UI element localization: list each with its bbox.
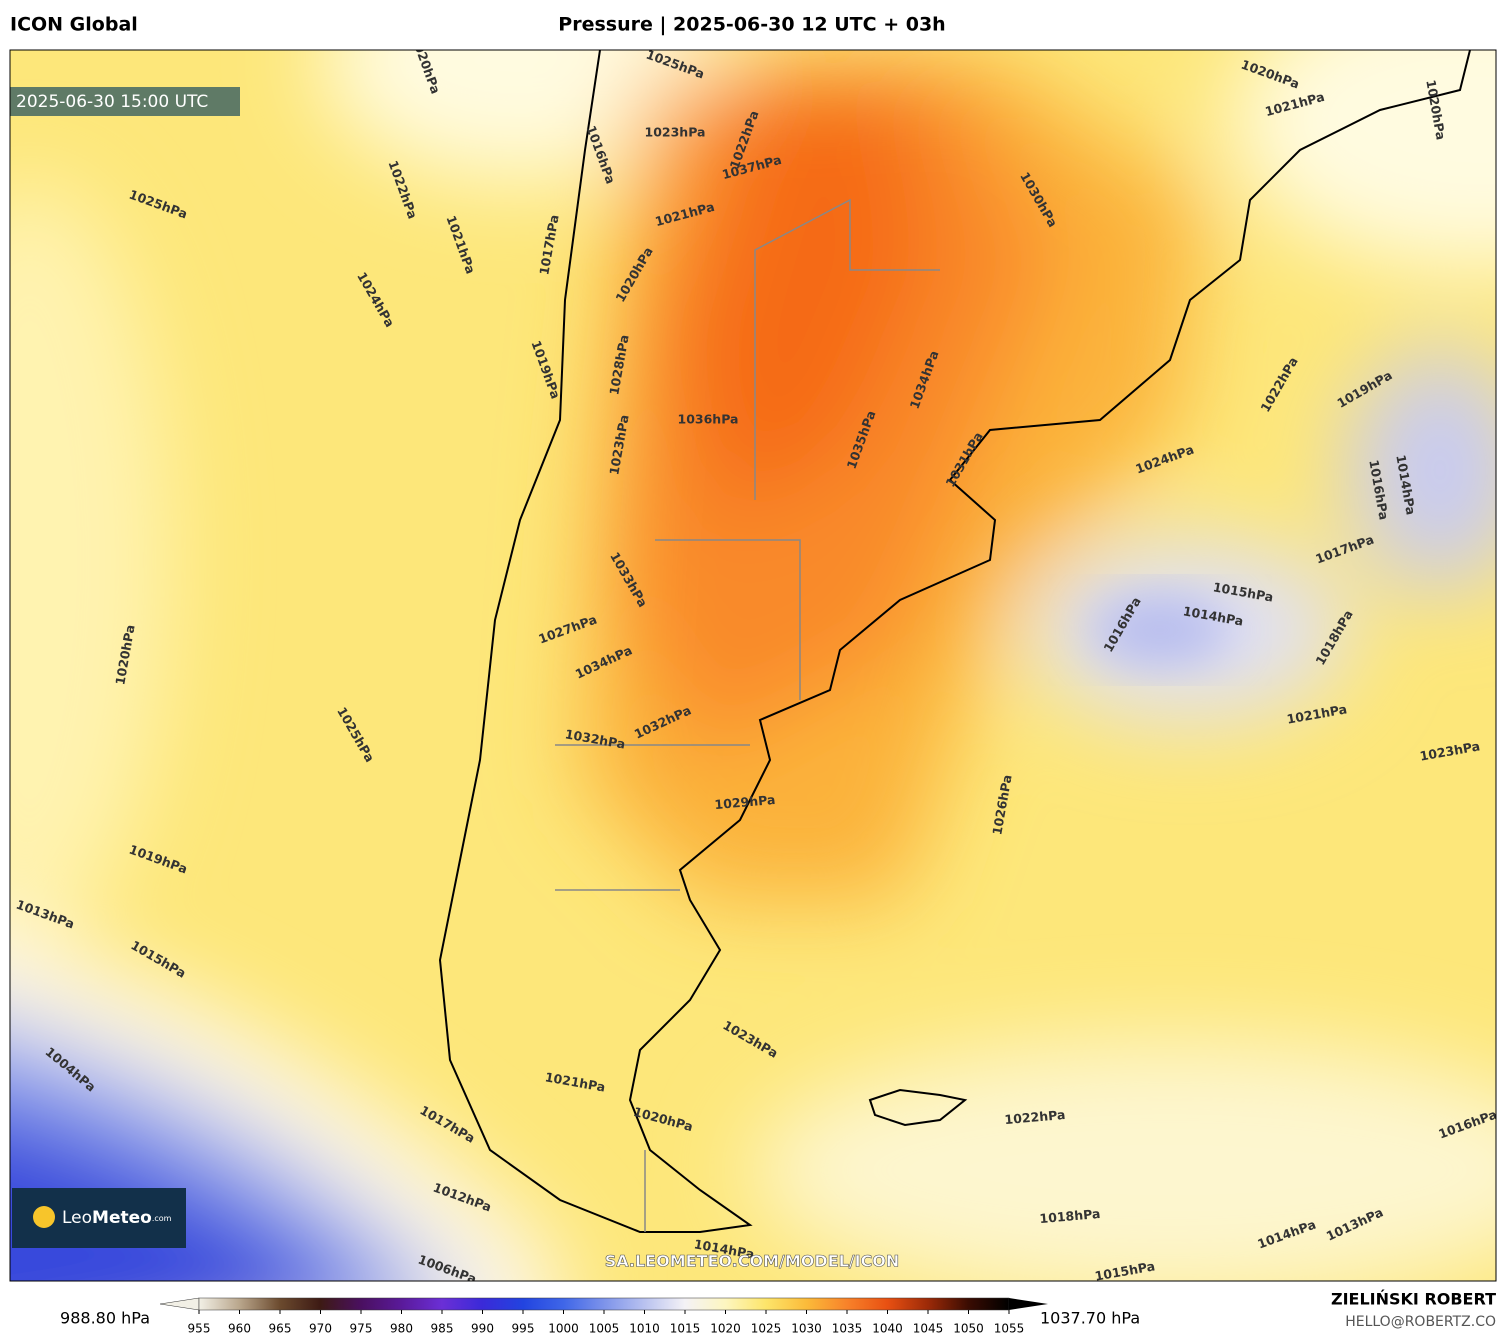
colorbar-tick-label: 1045 — [913, 1322, 944, 1336]
map-frame — [9, 49, 1497, 1282]
colorbar-tick-label: 1015 — [670, 1322, 701, 1336]
colorbar-low-extend — [159, 1297, 200, 1311]
falkland-islands — [868, 1088, 968, 1127]
colorbar-tick-label: 960 — [228, 1322, 251, 1336]
colorbar-tick-label: 955 — [188, 1322, 211, 1336]
colorbar-tick-label: 1055 — [994, 1322, 1025, 1336]
colorbar-tick-label: 1040 — [872, 1322, 903, 1336]
colorbar-ramp — [198, 1297, 1010, 1311]
colorbar-tick-label: 1000 — [548, 1322, 579, 1336]
colorbar: 955 960 965 970 975 980 985 990 995 1000 1005 1010 1… — [159, 1297, 1048, 1336]
colorbar-tick-label: 1035 — [832, 1322, 863, 1336]
colorbar-tick-label: 1020 — [710, 1322, 741, 1336]
colorbar-tick-label: 1005 — [589, 1322, 620, 1336]
logo-sun — [33, 1206, 55, 1228]
colorbar-tick-label: 970 — [309, 1322, 332, 1336]
colorbar-tick-label: 1050 — [953, 1322, 984, 1336]
title: Pressure | 2025-06-30 12 UTC + 03h — [558, 14, 945, 36]
colorbar-tick-label: 995 — [512, 1322, 535, 1336]
valid-time: 2025-06-30 15:00 UTC — [16, 92, 208, 112]
time-badge — [10, 87, 240, 116]
colorbar-tick-label: 980 — [390, 1322, 413, 1336]
colorbar-high-extend — [1009, 1298, 1048, 1310]
logo-suffix: .com — [152, 1214, 172, 1223]
colorbar-min: 988.80 hPa — [60, 1309, 150, 1328]
model-name: ICON Global — [10, 14, 138, 36]
colorbar-max: 1037.70 hPa — [1040, 1309, 1140, 1328]
contour-label: 1029hPa — [714, 792, 776, 812]
colorbar-tick-label: 1025 — [751, 1322, 782, 1336]
colorbar-tick-label: 1030 — [791, 1322, 822, 1336]
author: ZIELIŃSKI ROBERT — [1331, 1290, 1496, 1309]
coastline — [438, 50, 1471, 1233]
logo-light: Leo — [62, 1208, 92, 1228]
contour-label: 1018hPa — [1039, 1206, 1101, 1226]
colorbar-tick-label: 975 — [350, 1322, 373, 1336]
logo: LeoMeteo.com — [62, 1208, 172, 1228]
colorbar-tick-label: 985 — [431, 1322, 454, 1336]
contact: HELLO@ROBERTZ.CO — [1345, 1314, 1496, 1330]
colorbar-tick-label: 965 — [269, 1322, 292, 1336]
colorbar-tick-label: 990 — [471, 1322, 494, 1336]
borders — [555, 198, 940, 1232]
colorbar-tick-label: 1010 — [629, 1322, 660, 1336]
contour-label: 1036hPa — [678, 412, 739, 427]
logo-bold: Meteo — [92, 1208, 152, 1228]
contour-label: 1022hPa — [1004, 1107, 1066, 1127]
contour-label: 1023hPa — [645, 125, 706, 140]
watermark: SA.LEOMETEO.COM/MODEL/ICON — [605, 1252, 900, 1271]
